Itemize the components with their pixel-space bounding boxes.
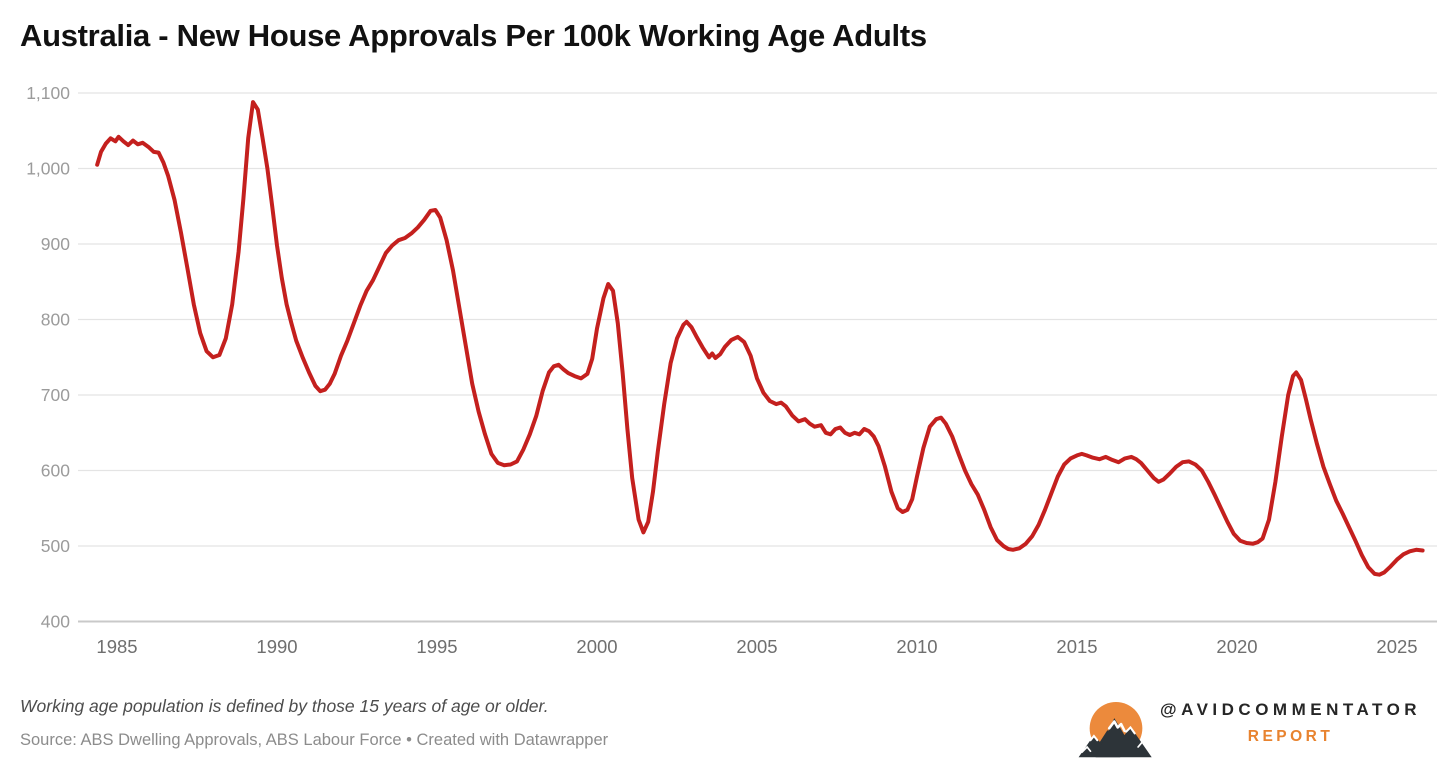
y-axis-tick-label: 800	[41, 310, 70, 330]
y-axis-tick-label: 1,000	[26, 159, 70, 179]
y-axis-tick-label: 1,100	[26, 83, 70, 103]
y-axis-tick-label: 600	[41, 461, 70, 481]
mountain-sun-logo-icon	[1078, 701, 1152, 758]
x-axis-tick-label: 1995	[416, 636, 457, 657]
y-axis-tick-label: 700	[41, 385, 70, 405]
data-line-series	[95, 100, 1425, 577]
x-axis-tick-label: 2025	[1376, 636, 1417, 657]
x-axis-tick-label: 2015	[1056, 636, 1097, 657]
y-axis-tick-label: 900	[41, 234, 70, 254]
chart-footnote: Working age population is defined by tho…	[20, 696, 549, 716]
brand-block: @AVIDCOMMENTATOR REPORT	[1072, 696, 1448, 766]
y-axis-tick-label: 400	[41, 612, 70, 632]
x-axis-tick-label: 2005	[736, 636, 777, 657]
x-axis-tick-label: 1990	[256, 636, 297, 657]
chart-source: Source: ABS Dwelling Approvals, ABS Labo…	[20, 731, 609, 749]
page-title: Australia - New House Approvals Per 100k…	[20, 18, 927, 53]
brand-subtitle: REPORT	[1247, 728, 1334, 745]
x-axis-tick-label: 2010	[896, 636, 937, 657]
x-axis-tick-label: 2000	[576, 636, 617, 657]
brand-handle: @AVIDCOMMENTATOR	[1160, 700, 1422, 719]
x-axis-tick-label: 1985	[96, 636, 137, 657]
x-axis-tick-label: 2020	[1216, 636, 1257, 657]
y-axis-tick-label: 500	[41, 536, 70, 556]
